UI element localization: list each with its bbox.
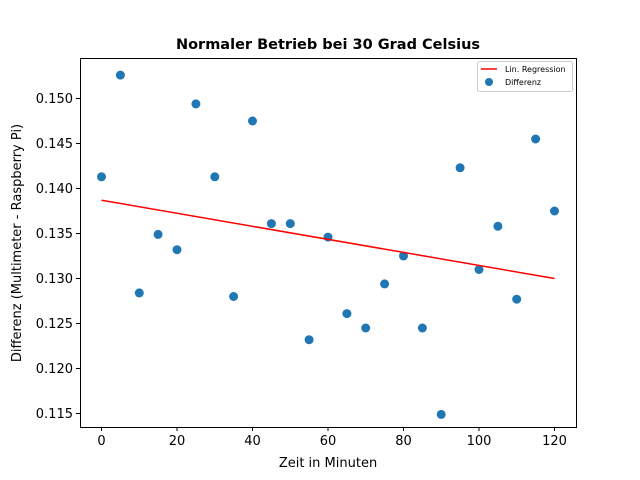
data-point: [229, 292, 239, 301]
y-axis-label: Differenz (Multimeter - Raspberry Pi): [10, 124, 25, 362]
plot-frame: [80, 58, 577, 428]
x-tick-label: 0: [97, 434, 105, 449]
y-tick-label: 0.115: [36, 407, 73, 422]
legend-point-marker: [485, 78, 493, 86]
y-tick-label: 0.130: [36, 272, 73, 287]
data-point: [474, 265, 484, 274]
x-tick-label: 120: [542, 434, 567, 449]
legend-label-regression: Lin. Regression: [505, 65, 566, 74]
x-axis-label: Zeit in Minuten: [279, 456, 377, 471]
data-point: [115, 70, 125, 80]
data-point: [361, 323, 371, 333]
legend-box: [477, 61, 573, 92]
y-tick-label: 0.135: [36, 227, 73, 242]
plot-area: [97, 70, 559, 419]
y-axis: 0.115 0.120 0.125 0.130 0.135 0.140 0.145 0.150: [36, 92, 80, 422]
data-point: [210, 172, 220, 182]
data-point: [512, 294, 522, 304]
chart-title: Normaler Betrieb bei 30 Grad Celsius: [176, 37, 480, 53]
data-point: [248, 116, 257, 126]
x-tick-label: 40: [244, 434, 261, 449]
data-point: [380, 279, 390, 289]
data-point: [493, 221, 503, 231]
x-tick-label: 60: [320, 434, 337, 449]
data-point: [266, 219, 276, 229]
legend-label-differenz: Differenz: [505, 78, 541, 87]
x-axis: 0 20 40 60 80 100 120: [97, 427, 567, 449]
data-point: [399, 251, 408, 261]
data-point: [550, 206, 559, 216]
data-point: [342, 309, 352, 319]
y-tick-label: 0.140: [36, 182, 73, 197]
regression-line: [101, 199, 555, 280]
data-point: [153, 229, 163, 239]
data-point: [531, 134, 541, 144]
data-point: [97, 172, 106, 182]
data-point: [417, 323, 427, 333]
x-tick-label: 100: [467, 434, 492, 449]
data-point: [191, 99, 201, 109]
data-point: [172, 245, 182, 255]
data-point: [134, 288, 144, 298]
x-tick-label: 20: [169, 434, 186, 449]
legend: Lin. Regression Differenz: [477, 61, 573, 92]
y-tick-label: 0.125: [36, 317, 73, 332]
y-tick-label: 0.145: [36, 137, 73, 152]
data-point: [285, 219, 295, 229]
y-tick-label: 0.120: [36, 362, 73, 377]
x-tick-label: 80: [395, 434, 412, 449]
data-point: [436, 409, 446, 419]
data-point: [304, 335, 314, 345]
data-point: [455, 163, 465, 173]
y-tick-label: 0.150: [36, 92, 73, 107]
